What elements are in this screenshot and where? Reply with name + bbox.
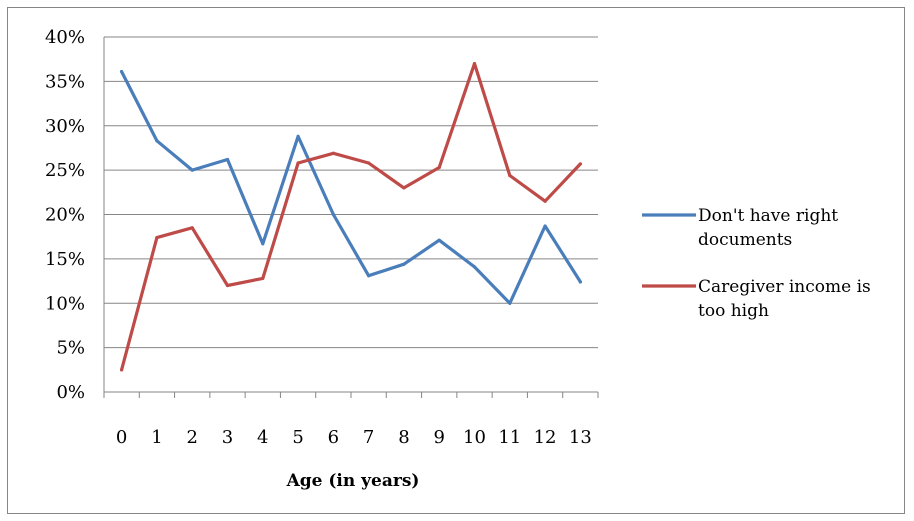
data-point xyxy=(120,368,124,372)
data-point xyxy=(437,165,441,170)
x-tick-label: 11 xyxy=(498,427,521,448)
chart-area xyxy=(7,7,905,514)
y-tick-label: 30% xyxy=(45,116,85,137)
y-tick-label: 20% xyxy=(45,205,85,226)
x-tick-label: 8 xyxy=(398,427,409,448)
data-point xyxy=(190,168,194,172)
x-tick-label: 3 xyxy=(222,427,233,448)
data-point xyxy=(472,265,477,269)
data-point xyxy=(296,161,300,165)
y-tick-label: 40% xyxy=(45,27,85,48)
legend-label: documents xyxy=(698,230,792,250)
data-point xyxy=(367,161,371,165)
data-point xyxy=(120,70,124,74)
legend-label: too high xyxy=(698,301,769,321)
data-point xyxy=(578,162,582,166)
data-point xyxy=(437,238,441,242)
data-point xyxy=(331,212,335,217)
x-tick-label: 7 xyxy=(363,427,374,448)
x-tick-label: 13 xyxy=(569,427,592,448)
data-point xyxy=(543,224,547,228)
data-point xyxy=(155,139,159,143)
data-point xyxy=(402,186,406,190)
data-point xyxy=(402,262,406,266)
data-point xyxy=(261,242,265,246)
data-point xyxy=(331,151,335,155)
data-point xyxy=(296,134,300,138)
y-tick-label: 35% xyxy=(45,71,85,92)
data-point xyxy=(543,199,547,203)
series-line-1 xyxy=(119,61,583,372)
y-tick-label: 10% xyxy=(45,293,85,314)
data-point xyxy=(472,62,477,66)
x-tick-label: 12 xyxy=(534,427,557,448)
x-tick-label: 5 xyxy=(292,427,303,448)
y-tick-label: 15% xyxy=(45,249,85,270)
data-point xyxy=(190,226,194,230)
data-point xyxy=(508,173,512,178)
x-tick-label: 10 xyxy=(463,427,486,448)
x-tick-label: 1 xyxy=(151,427,162,448)
legend-label: Don't have right xyxy=(698,206,838,226)
x-tick-label: 2 xyxy=(186,427,197,448)
x-tick-label: 6 xyxy=(328,427,339,448)
y-tick-label: 0% xyxy=(56,382,85,403)
data-point xyxy=(578,280,582,284)
x-tick-label: 0 xyxy=(116,427,127,448)
y-tick-label: 5% xyxy=(56,338,85,359)
data-point xyxy=(367,274,371,278)
y-tick-label: 25% xyxy=(45,160,85,181)
data-point xyxy=(225,157,230,162)
data-point xyxy=(261,276,265,280)
data-point xyxy=(225,283,230,288)
legend-label: Caregiver income is xyxy=(698,277,871,297)
data-point xyxy=(508,301,512,305)
series-line-0 xyxy=(119,69,583,305)
x-axis-title: Age (in years) xyxy=(286,471,420,491)
data-point xyxy=(155,235,159,240)
x-tick-label: 4 xyxy=(257,427,268,448)
x-tick-label: 9 xyxy=(433,427,444,448)
